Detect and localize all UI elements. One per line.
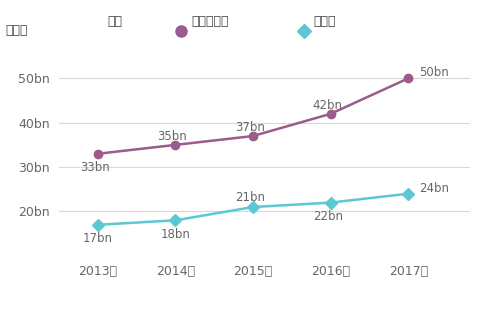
Text: 24bn: 24bn xyxy=(419,182,449,195)
Text: 37bn: 37bn xyxy=(235,121,265,134)
Text: （円）: （円） xyxy=(5,24,27,37)
Text: ３大都市圈: ３大都市圈 xyxy=(191,15,229,28)
Text: 42bn: 42bn xyxy=(313,99,343,112)
Text: 33bn: 33bn xyxy=(80,161,110,174)
Text: 17bn: 17bn xyxy=(83,232,113,245)
Text: 地方圈: 地方圈 xyxy=(314,15,336,28)
Text: 35bn: 35bn xyxy=(158,130,187,143)
Text: 22bn: 22bn xyxy=(313,210,343,223)
Text: 凡例: 凡例 xyxy=(108,15,123,28)
Text: 21bn: 21bn xyxy=(235,191,265,204)
Text: 50bn: 50bn xyxy=(419,66,449,79)
Text: 18bn: 18bn xyxy=(160,228,190,241)
